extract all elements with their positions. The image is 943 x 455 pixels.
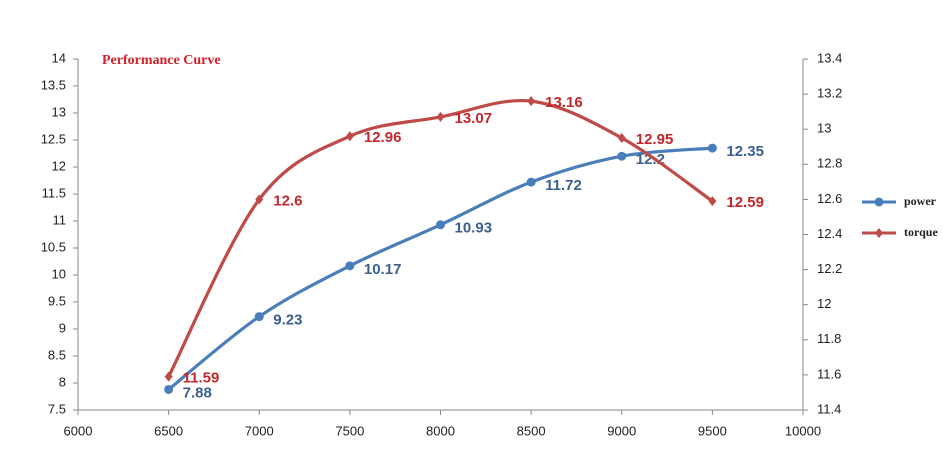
marker bbox=[345, 131, 354, 142]
y-tick-label: 11 bbox=[53, 212, 67, 227]
data-label: 12.59 bbox=[726, 194, 764, 211]
data-label: 12.2 bbox=[636, 151, 665, 168]
data-label: 11.59 bbox=[183, 370, 220, 387]
data-label: 12.6 bbox=[273, 192, 302, 209]
legend-label: torque bbox=[904, 225, 938, 239]
legend-marker bbox=[875, 228, 883, 238]
y2-tick-label: 13 bbox=[817, 121, 831, 136]
data-label: 12.95 bbox=[636, 131, 674, 148]
y-tick-label: 12 bbox=[52, 158, 66, 173]
chart-title: Performance Curve bbox=[102, 53, 221, 68]
data-label: 13.07 bbox=[455, 110, 493, 127]
marker bbox=[436, 220, 445, 230]
marker bbox=[617, 132, 626, 143]
marker bbox=[345, 261, 355, 271]
y-tick-label: 8 bbox=[59, 374, 66, 389]
y-tick-label: 9.5 bbox=[48, 293, 66, 308]
x-tick-label: 7000 bbox=[245, 423, 274, 438]
y-tick-label: 8.5 bbox=[48, 347, 66, 362]
y-tick-label: 12.5 bbox=[41, 131, 66, 146]
y2-tick-label: 11.4 bbox=[817, 401, 841, 416]
marker bbox=[254, 312, 264, 322]
data-label: 7.88 bbox=[183, 384, 212, 401]
series-line bbox=[167, 98, 714, 378]
y2-tick-label: 12.8 bbox=[817, 156, 842, 171]
marker bbox=[255, 194, 264, 205]
data-label: 13.16 bbox=[545, 94, 583, 111]
y-tick-label: 10 bbox=[52, 266, 66, 281]
y2-tick-label: 12.2 bbox=[817, 261, 842, 276]
x-tick-label: 10000 bbox=[785, 423, 821, 438]
y2-tick-label: 11.6 bbox=[817, 366, 841, 381]
x-tick-label: 8000 bbox=[426, 423, 455, 438]
data-label: 10.17 bbox=[364, 261, 402, 278]
y-tick-label: 11.5 bbox=[42, 185, 66, 200]
marker bbox=[707, 143, 717, 153]
legend-label: power bbox=[904, 194, 937, 208]
data-label: 12.96 bbox=[364, 129, 402, 146]
legend-marker bbox=[874, 197, 884, 207]
y-tick-label: 13 bbox=[52, 104, 66, 119]
y-tick-label: 13.5 bbox=[41, 77, 66, 92]
marker bbox=[526, 177, 536, 187]
x-tick-label: 6500 bbox=[154, 423, 183, 438]
y2-tick-label: 13.2 bbox=[817, 86, 842, 101]
x-tick-label: 9000 bbox=[607, 423, 636, 438]
y-tick-label: 10.5 bbox=[41, 239, 66, 254]
series-line bbox=[167, 146, 713, 391]
x-tick-label: 9500 bbox=[698, 423, 727, 438]
y2-tick-label: 11.8 bbox=[817, 331, 841, 346]
x-tick-label: 8500 bbox=[517, 423, 546, 438]
marker bbox=[164, 371, 173, 382]
marker bbox=[164, 384, 174, 394]
y-tick-label: 9 bbox=[59, 320, 66, 335]
x-tick-label: 7500 bbox=[335, 423, 364, 438]
marker bbox=[708, 196, 717, 207]
y2-tick-label: 12.4 bbox=[817, 226, 842, 241]
y2-tick-label: 12 bbox=[817, 296, 831, 311]
data-label: 9.23 bbox=[273, 312, 302, 329]
marker bbox=[527, 96, 536, 107]
data-label: 12.35 bbox=[726, 143, 764, 160]
marker bbox=[436, 111, 445, 122]
y-tick-label: 7.5 bbox=[48, 401, 66, 416]
y2-tick-label: 13.4 bbox=[817, 50, 842, 65]
marker bbox=[617, 151, 627, 161]
data-label: 11.72 bbox=[545, 177, 582, 194]
y2-tick-label: 12.6 bbox=[817, 191, 842, 206]
data-label: 10.93 bbox=[455, 220, 493, 237]
y-tick-label: 14 bbox=[52, 50, 66, 65]
x-tick-label: 6000 bbox=[64, 423, 93, 438]
